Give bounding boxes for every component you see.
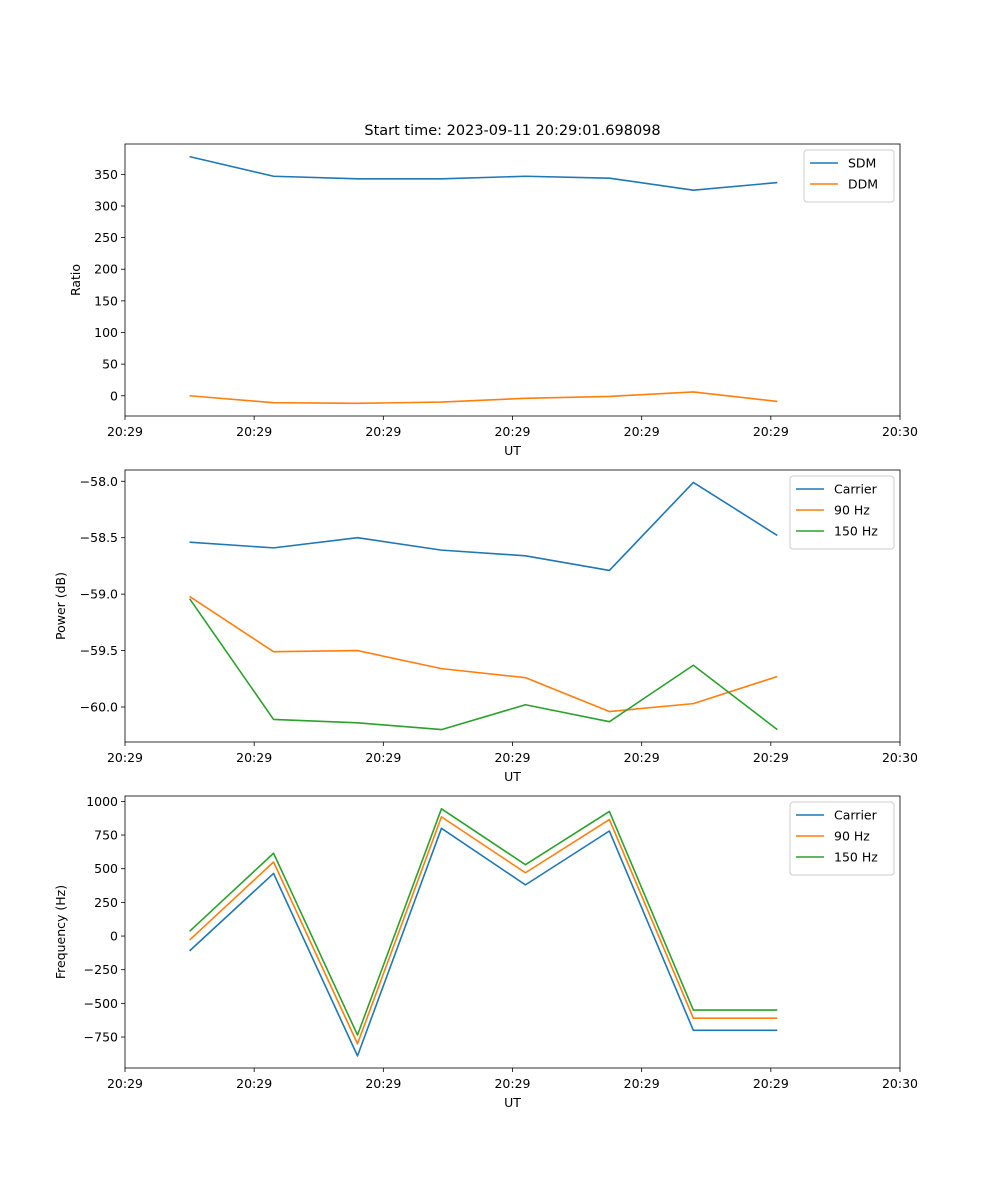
y-tick-label: −500 — [84, 996, 118, 1011]
y-tick-label: 100 — [94, 325, 118, 340]
x-tick-label: 20:29 — [365, 750, 401, 765]
y-tick-label: 150 — [94, 293, 118, 308]
x-tick-label: 20:29 — [236, 750, 272, 765]
y-tick-label: −58.5 — [80, 530, 118, 545]
figure-title: Start time: 2023-09-11 20:29:01.698098 — [364, 123, 660, 139]
x-tick-label: 20:29 — [753, 1076, 789, 1091]
x-tick-label: 20:29 — [624, 424, 660, 439]
y-tick-label: 200 — [94, 262, 118, 277]
series-line-90-hz — [189, 816, 778, 1045]
legend-label: SDM — [848, 156, 876, 171]
y-tick-label: 500 — [94, 861, 118, 876]
chart-panel-1: 20:29 20:29 20:29 20:29 20:29 20:29 20:30 0 50 10… — [68, 143, 918, 458]
x-tick-label: 20:29 — [624, 1076, 660, 1091]
x-tick-label: 20:30 — [882, 424, 918, 439]
y-axis-label: Frequency (Hz) — [53, 885, 68, 979]
x-tick-label: 20:29 — [753, 750, 789, 765]
series-line-ddm — [189, 391, 778, 405]
series-line-150-hz — [188, 598, 778, 731]
legend-label: 90 Hz — [834, 503, 870, 518]
y-tick-label: 50 — [102, 357, 118, 372]
x-tick-label: 20:29 — [494, 424, 530, 439]
y-tick-label: 0 — [110, 388, 118, 403]
x-tick-label: 20:29 — [107, 424, 143, 439]
legend-label: 90 Hz — [834, 829, 870, 844]
series-line-sdm — [189, 155, 778, 191]
legend-label: Carrier — [834, 808, 878, 823]
x-tick-label: 20:29 — [107, 750, 143, 765]
series-line-150-hz — [189, 807, 778, 1036]
y-tick-label: 350 — [94, 167, 118, 182]
axes-frame — [124, 143, 901, 417]
series-line-carrier — [189, 827, 778, 1057]
x-tick-label: 20:29 — [365, 424, 401, 439]
legend-label: 150 Hz — [834, 850, 878, 865]
x-axis-label: UT — [504, 1095, 521, 1110]
x-tick-label: 20:30 — [882, 1076, 918, 1091]
x-tick-label: 20:29 — [107, 1076, 143, 1091]
y-tick-label: 1000 — [86, 794, 118, 809]
y-tick-label: −750 — [84, 1030, 118, 1045]
x-tick-label: 20:29 — [236, 424, 272, 439]
y-tick-label: −250 — [84, 962, 118, 977]
x-axis-label: UT — [504, 443, 521, 458]
y-axis-label: Power (dB) — [53, 572, 68, 640]
series-line-90-hz — [189, 595, 778, 713]
chart-panel-3: 20:29 20:29 20:29 20:29 20:29 20:29 20:30 −750 −… — [53, 794, 918, 1110]
x-tick-label: 20:29 — [624, 750, 660, 765]
x-axis-label: UT — [504, 769, 521, 784]
charts-container: 20:29 20:29 20:29 20:29 20:29 20:29 20:30 0 50 10… — [53, 143, 918, 1110]
legend-label: DDM — [848, 177, 878, 192]
y-tick-label: −59.0 — [80, 587, 118, 602]
y-tick-label: 250 — [94, 230, 118, 245]
x-tick-label: 20:29 — [236, 1076, 272, 1091]
y-tick-label: 250 — [94, 895, 118, 910]
y-tick-label: 750 — [94, 828, 118, 843]
y-tick-label: 0 — [110, 929, 118, 944]
y-tick-label: 300 — [94, 198, 118, 213]
x-tick-label: 20:29 — [753, 424, 789, 439]
x-tick-label: 20:29 — [365, 1076, 401, 1091]
x-tick-label: 20:30 — [882, 750, 918, 765]
x-tick-label: 20:29 — [494, 750, 530, 765]
legend: Carrier 90 Hz 150 Hz — [789, 801, 895, 876]
chart-panel-2: 20:29 20:29 20:29 20:29 20:29 20:29 20:30 −60.0… — [53, 469, 918, 784]
y-tick-label: −59.5 — [80, 643, 118, 658]
y-tick-label: −60.0 — [80, 700, 118, 715]
y-tick-label: −58.0 — [80, 474, 118, 489]
legend: SDM DDM — [803, 149, 895, 203]
axes-frame — [124, 469, 901, 743]
legend: Carrier 90 Hz 150 Hz — [789, 475, 895, 550]
legend-label: Carrier — [834, 482, 878, 497]
axes-frame — [124, 795, 901, 1069]
x-tick-label: 20:29 — [494, 1076, 530, 1091]
legend-label: 150 Hz — [834, 524, 878, 539]
y-axis-label: Ratio — [68, 264, 83, 296]
series-line-carrier — [189, 481, 778, 572]
